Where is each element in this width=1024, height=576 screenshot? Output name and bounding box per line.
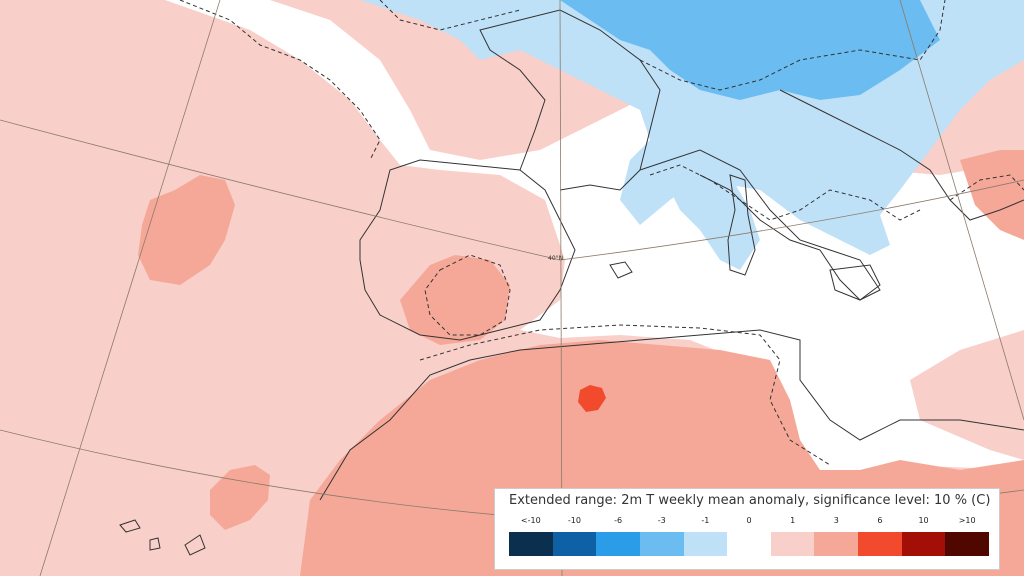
legend-tick-label: 10: [918, 516, 929, 525]
legend-color-bar: [509, 532, 990, 556]
legend-swatch: [858, 532, 902, 556]
legend-tick-label: 6: [877, 516, 883, 525]
legend-tick-label: -10: [567, 516, 581, 525]
legend-swatch: [683, 532, 728, 556]
legend-tick-label: 3: [833, 516, 839, 525]
legend-swatch: [770, 532, 815, 556]
legend-tick-label: -1: [701, 516, 710, 525]
graticule-meridian-center: [559, 0, 563, 576]
legend-tick-label: -6: [614, 516, 623, 525]
warm-anomaly-atlantic: [138, 175, 235, 285]
legend-ticks: <-10 -10 -6 -3 -1 0 1 3 6 10 >10: [509, 516, 989, 528]
legend-swatch: [945, 532, 990, 556]
legend-swatch: [596, 532, 640, 556]
legend-panel: Extended range: 2m T weekly mean anomaly…: [494, 488, 1000, 570]
significance-contour-europe: [379, 0, 946, 91]
cold-anomaly-core: [560, 0, 940, 100]
warm-anomaly-east: [960, 150, 1024, 240]
latitude-label: 40°N: [548, 255, 563, 262]
warm-anomaly-canaries: [210, 465, 270, 530]
legend-tick-label: 1: [790, 516, 796, 525]
coastline-north-africa: [319, 329, 1024, 501]
legend-tick-label: >10: [958, 516, 976, 525]
neutral-anomaly-region: [165, 0, 1024, 480]
legend-title: Extended range: 2m T weekly mean anomaly…: [509, 493, 991, 508]
cold-anomaly-italy: [660, 165, 760, 270]
legend-tick-label: 0: [746, 516, 752, 525]
warm-anomaly-iberia: [400, 255, 510, 345]
strong-warm-spot: [578, 385, 606, 412]
graticule-meridian-east: [899, 0, 1024, 421]
graticule-meridian-west: [39, 0, 221, 576]
legend-swatch: [727, 532, 771, 556]
islands-canaries: [119, 519, 206, 556]
island-sicily: [829, 264, 881, 301]
island-balearics: [609, 261, 633, 279]
legend-swatch: [552, 532, 597, 556]
coastline-iberia: [359, 159, 576, 341]
legend-swatch: [814, 532, 859, 556]
legend-swatch: [509, 532, 553, 556]
coastline-france: [479, 9, 661, 191]
significance-contour-africa: [419, 324, 831, 466]
graticule-latitude-upper: [0, 119, 1024, 261]
island-corsica-sardinia: [727, 174, 756, 276]
coastline-adriatic: [779, 89, 1024, 221]
legend-swatch: [639, 532, 684, 556]
significance-contour-iberia: [424, 254, 511, 336]
significance-contour-east: [949, 174, 1024, 201]
legend-swatch: [901, 532, 946, 556]
legend-tick-label: <-10: [520, 516, 541, 525]
coastline-italy: [639, 149, 881, 301]
legend-tick-label: -3: [657, 516, 666, 525]
